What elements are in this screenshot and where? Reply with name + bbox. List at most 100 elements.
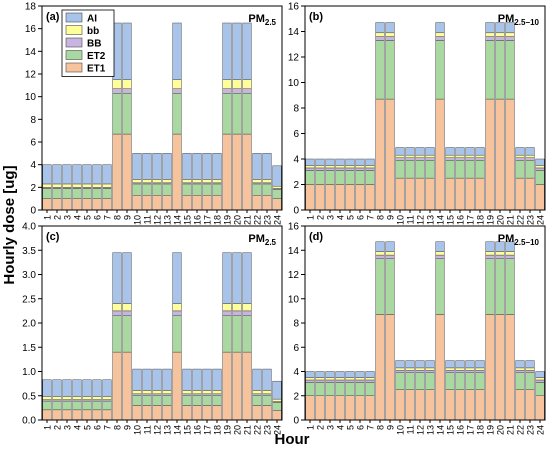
bar-segment-ai <box>192 153 202 180</box>
bar-segment-bb <box>315 167 325 171</box>
x-tick-label: 9 <box>386 425 396 430</box>
bar-segment-et2 <box>82 188 92 199</box>
x-tick-label: 23 <box>263 425 273 435</box>
bar-segment-et2 <box>535 382 545 397</box>
bar-segment-et1 <box>505 314 515 421</box>
pollutant-label: PM2.5 <box>248 13 276 27</box>
bar-segment-bb <box>345 379 355 383</box>
x-tick-label: 2 <box>53 215 63 220</box>
bar-segment-et2 <box>435 258 445 315</box>
bar-segment-bb <box>212 390 222 395</box>
bar-segment-ai <box>305 158 315 166</box>
bar-segment-et2 <box>142 395 152 406</box>
bar-segment-et2 <box>162 395 172 406</box>
bar-segment-et2 <box>232 93 242 135</box>
bar-segment-et1 <box>535 184 545 211</box>
x-tick-label: 18 <box>476 425 486 435</box>
bar-segment-et1 <box>132 195 142 211</box>
bar-segment-bb <box>345 167 355 171</box>
x-tick-label: 10 <box>133 215 143 225</box>
bar-segment-et2 <box>375 258 385 315</box>
x-tick-label: 24 <box>536 425 546 435</box>
bar-segment-ai <box>525 360 535 369</box>
bar-segment-et1 <box>202 195 212 211</box>
bar-segment-et2 <box>52 188 62 199</box>
x-tick-label: 12 <box>153 215 163 225</box>
legend-swatch-bb <box>65 25 83 35</box>
bar-segment-bb <box>475 154 485 158</box>
bar-segment-ai <box>355 158 365 166</box>
bar-segment-et2 <box>62 400 72 411</box>
bar-segment-ai <box>385 22 395 34</box>
x-tick-label: 4 <box>336 425 346 430</box>
bar-segment-et1 <box>192 195 202 211</box>
bar-segment-ai <box>162 368 172 391</box>
bar-segment-et1 <box>242 351 252 421</box>
y-tick-label: 12 <box>25 70 37 81</box>
bar-segment-ai <box>42 379 52 397</box>
bar-segment-ai <box>122 22 132 80</box>
bar-segment-bb <box>445 157 455 161</box>
bar-segment-et2 <box>112 93 122 135</box>
bar-segment-bb <box>395 157 405 161</box>
legend-label-bb: BB <box>87 39 101 50</box>
bar-segment-et2 <box>212 395 222 406</box>
y-tick-label: 2.0 <box>22 319 36 330</box>
bar-segment-bb <box>122 310 132 316</box>
x-tick-label: 19 <box>486 215 496 225</box>
bar-segment-et1 <box>182 195 192 211</box>
bar-segment-bb <box>242 88 252 94</box>
bar-segment-ai <box>405 147 415 156</box>
x-tick-label: 9 <box>123 215 133 220</box>
bar-segment-ai <box>515 360 525 369</box>
x-tick-label: 7 <box>366 215 376 220</box>
x-tick-label: 18 <box>476 215 486 225</box>
y-tick-label: 12 <box>288 53 300 64</box>
bar-segment-et1 <box>192 405 202 421</box>
x-tick-label: 16 <box>193 215 203 225</box>
bar-segment-bb <box>395 367 405 371</box>
y-tick-label: 2 <box>293 180 299 191</box>
bar-segment-ai <box>242 22 252 80</box>
x-tick-label: 14 <box>173 215 183 225</box>
x-tick-label: 16 <box>193 425 203 435</box>
bar-segment-ai <box>202 368 212 391</box>
bar-segment-bb <box>232 310 242 316</box>
bar-segment-et1 <box>262 195 272 211</box>
x-tick-label: 3 <box>326 425 336 430</box>
bar-segment-et2 <box>445 372 455 390</box>
y-tick-label: 8 <box>293 319 299 330</box>
bar-segment-bb <box>505 36 515 41</box>
bar-segment-bb <box>222 303 232 312</box>
bar-segment-ai <box>202 153 212 180</box>
bar-segment-ai <box>172 252 182 304</box>
bar-segment-bb <box>375 36 385 41</box>
bar-segment-bb <box>415 370 425 373</box>
bar-segment-ai <box>152 153 162 180</box>
x-tick-label: 9 <box>123 425 133 430</box>
bar-segment-et1 <box>62 198 72 211</box>
bar-segment-et1 <box>52 409 62 421</box>
bar-segment-et1 <box>395 177 405 211</box>
y-tick-label: 16 <box>288 2 300 13</box>
bar-segment-ai <box>172 22 182 80</box>
bar-segment-et1 <box>132 405 142 421</box>
bar-segment-et2 <box>475 160 485 179</box>
bar-segment-bb <box>315 379 325 383</box>
bar-segment-bb <box>325 167 335 171</box>
bar-segment-bb <box>505 254 515 259</box>
bar-segment-et2 <box>222 93 232 135</box>
x-tick-label: 7 <box>103 425 113 430</box>
bar-segment-et2 <box>242 93 252 135</box>
bar-segment-et2 <box>415 160 425 179</box>
bar-segment-et2 <box>385 258 395 315</box>
bar-segment-et2 <box>202 395 212 406</box>
bar-segment-et1 <box>272 410 282 421</box>
bar-segment-et2 <box>272 402 282 411</box>
y-tick-label: 12 <box>288 270 300 281</box>
bar-segment-ai <box>325 371 335 378</box>
bar-segment-bb <box>222 310 232 316</box>
bar-segment-ai <box>435 22 445 34</box>
bar-segment-bb <box>445 370 455 373</box>
bar-segment-et1 <box>232 133 242 211</box>
